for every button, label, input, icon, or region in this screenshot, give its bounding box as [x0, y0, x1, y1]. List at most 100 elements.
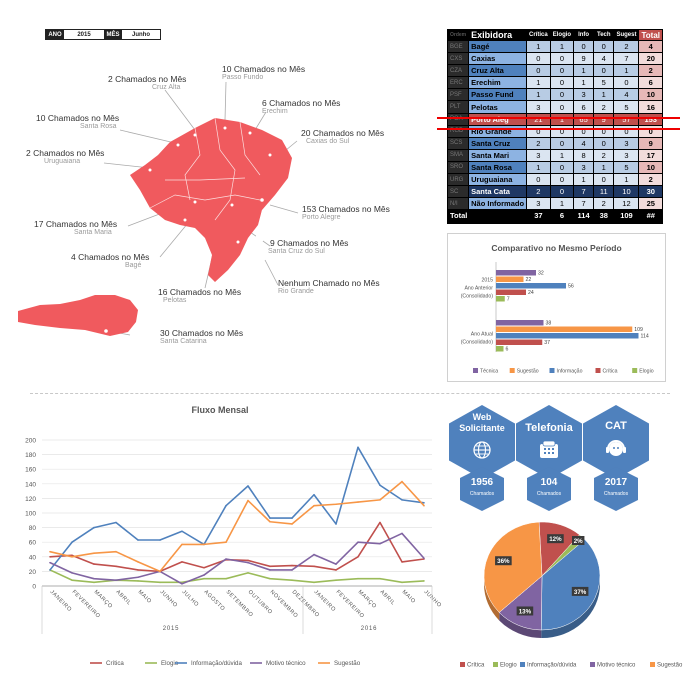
row-value: 0 — [573, 39, 595, 54]
comp-bar[interactable] — [496, 320, 544, 326]
table-row[interactable]: URG Uruguaiana 0 0 1 0 1 2 — [446, 173, 663, 187]
row-code: PSF — [446, 88, 470, 102]
series-point — [357, 577, 359, 580]
comp-bar[interactable] — [496, 276, 524, 283]
table-row[interactable]: N/I Não Informado 3 1 7 2 12 25 — [446, 197, 663, 211]
table-row[interactable]: SCS Santa Cruz 2 0 4 0 3 9 — [446, 136, 663, 150]
row-value: 7 — [573, 185, 595, 199]
series-line[interactable] — [49, 480, 425, 573]
table-row[interactable]: POA Porto Aleg 21 1 65 9 57 153 — [446, 112, 663, 126]
header-tech[interactable]: Tech — [593, 29, 615, 41]
legend-swatch — [632, 368, 638, 373]
total-value: 114 — [573, 209, 595, 223]
x-tick-label: MARÇO — [357, 589, 378, 610]
table-total-row: Total 37 6 114 38 109 ## — [446, 209, 663, 223]
header-exhibitor[interactable]: Exibidora — [468, 29, 528, 41]
legend-swatch — [520, 662, 525, 667]
row-value: 1 — [526, 39, 551, 54]
series-point — [181, 530, 183, 533]
comp-bar[interactable] — [496, 346, 504, 352]
line-chart: 020406080100120140160180200JANEIROFEVERE… — [25, 438, 442, 668]
x-tick-label: JUNHO — [159, 589, 179, 609]
table-row[interactable]: BGE Bagé 1 1 0 0 2 4 — [446, 39, 663, 54]
comp-bar[interactable] — [496, 283, 566, 289]
series-point — [335, 579, 337, 581]
series-point — [401, 532, 403, 535]
header-info[interactable]: Info — [573, 29, 595, 41]
series-line[interactable] — [49, 569, 425, 584]
pie-slice[interactable] — [483, 521, 543, 613]
table-row[interactable]: PSF Passo Fund 1 0 3 1 4 10 — [446, 88, 663, 102]
pie-slice[interactable] — [541, 539, 601, 631]
series-line[interactable] — [49, 532, 425, 585]
header-total[interactable]: Total — [638, 29, 663, 41]
x-tick-label: JANEIRO — [49, 589, 73, 613]
y-tick-label: 140 — [25, 481, 36, 488]
series-point — [93, 563, 95, 565]
header-sugest[interactable]: Sugest — [613, 29, 640, 41]
series-line[interactable] — [49, 446, 425, 571]
row-value: 65 — [573, 112, 595, 126]
row-code: CZA — [446, 64, 470, 78]
legend-label: Elogio — [161, 660, 179, 667]
row-value: 3 — [613, 136, 640, 150]
row-total: 16 — [638, 100, 663, 114]
table-row[interactable]: SMA Santa Mari 3 1 8 2 3 17 — [446, 148, 663, 162]
table-row[interactable]: CXS Caxias 0 0 9 4 7 20 — [446, 52, 663, 66]
row-value: 3 — [526, 197, 551, 211]
city-bage: 4 Chamados no Mês Bagé — [71, 252, 149, 269]
series-line[interactable] — [49, 521, 425, 573]
sc-state-shape[interactable] — [18, 295, 138, 336]
comp-bar[interactable] — [496, 333, 639, 339]
row-exhibitor: Caxias — [468, 52, 528, 66]
table-row[interactable]: SC Santa Cata 2 0 7 11 10 30 — [446, 185, 663, 199]
channel-cat-count-hex — [594, 467, 638, 511]
comp-bar[interactable] — [496, 326, 633, 333]
year-select[interactable]: 2015 — [64, 30, 104, 39]
comp-bar[interactable] — [496, 339, 543, 346]
legend-label: Sugestão — [334, 660, 361, 667]
table-row[interactable]: CZA Cruz Alta 0 0 1 0 1 2 — [446, 64, 663, 78]
month-select[interactable]: Junho — [122, 30, 160, 39]
legend-swatch — [590, 662, 595, 667]
table-row[interactable]: ERC Erechim 1 0 1 5 0 6 — [446, 76, 663, 90]
comp-bar-label: 38 — [546, 321, 552, 327]
rs-state-shape[interactable] — [130, 118, 292, 282]
series-point — [225, 558, 227, 560]
series-point — [93, 526, 95, 529]
row-value: 3 — [573, 160, 595, 175]
series-point — [379, 542, 381, 545]
legend-label: Sugestão — [657, 663, 683, 669]
row-value: 1 — [549, 197, 575, 211]
header-code[interactable]: Ordem — [446, 29, 470, 41]
row-value: 1 — [549, 148, 575, 162]
row-exhibitor: Porto Aleg — [468, 112, 528, 126]
comp-category-label: Ano Atual — [471, 331, 493, 337]
table-row[interactable]: PLT Pelotas 3 0 6 2 5 16 — [446, 100, 663, 114]
row-code: URG — [446, 173, 470, 187]
comp-bar[interactable] — [496, 296, 505, 302]
x-tick-label: ABRIL — [115, 589, 133, 607]
comp-bar-label: 32 — [538, 271, 544, 277]
city-rio-grande: Nenhum Chamado no Mês Rio Grande — [278, 278, 380, 295]
table-row[interactable]: RGD Rio Grande 0 0 0 0 0 0 — [446, 124, 663, 138]
table-row[interactable]: SRO Santa Rosa 1 0 3 1 5 10 — [446, 160, 663, 175]
legend-label: Crítica — [603, 369, 618, 375]
row-total: 9 — [638, 136, 663, 150]
comp-bar[interactable] — [496, 289, 526, 296]
row-value: 0 — [549, 64, 575, 78]
comp-bar-label: 7 — [507, 297, 510, 303]
comp-bar[interactable] — [496, 270, 536, 276]
row-code: SCS — [446, 136, 470, 150]
row-value: 2 — [613, 39, 640, 54]
city-name: Santa Cruz do Sul — [268, 248, 325, 255]
row-value: 0 — [526, 124, 551, 138]
row-value: 2 — [526, 136, 551, 150]
pie-label: 12% — [549, 536, 562, 543]
pie-label-box — [495, 556, 512, 566]
header-critica[interactable]: Crítica — [526, 29, 551, 41]
pie-label-box — [547, 534, 564, 544]
row-code: ERC — [446, 76, 470, 90]
channel-web-count-hex — [460, 467, 504, 511]
header-elogio[interactable]: Elogio — [549, 29, 575, 41]
